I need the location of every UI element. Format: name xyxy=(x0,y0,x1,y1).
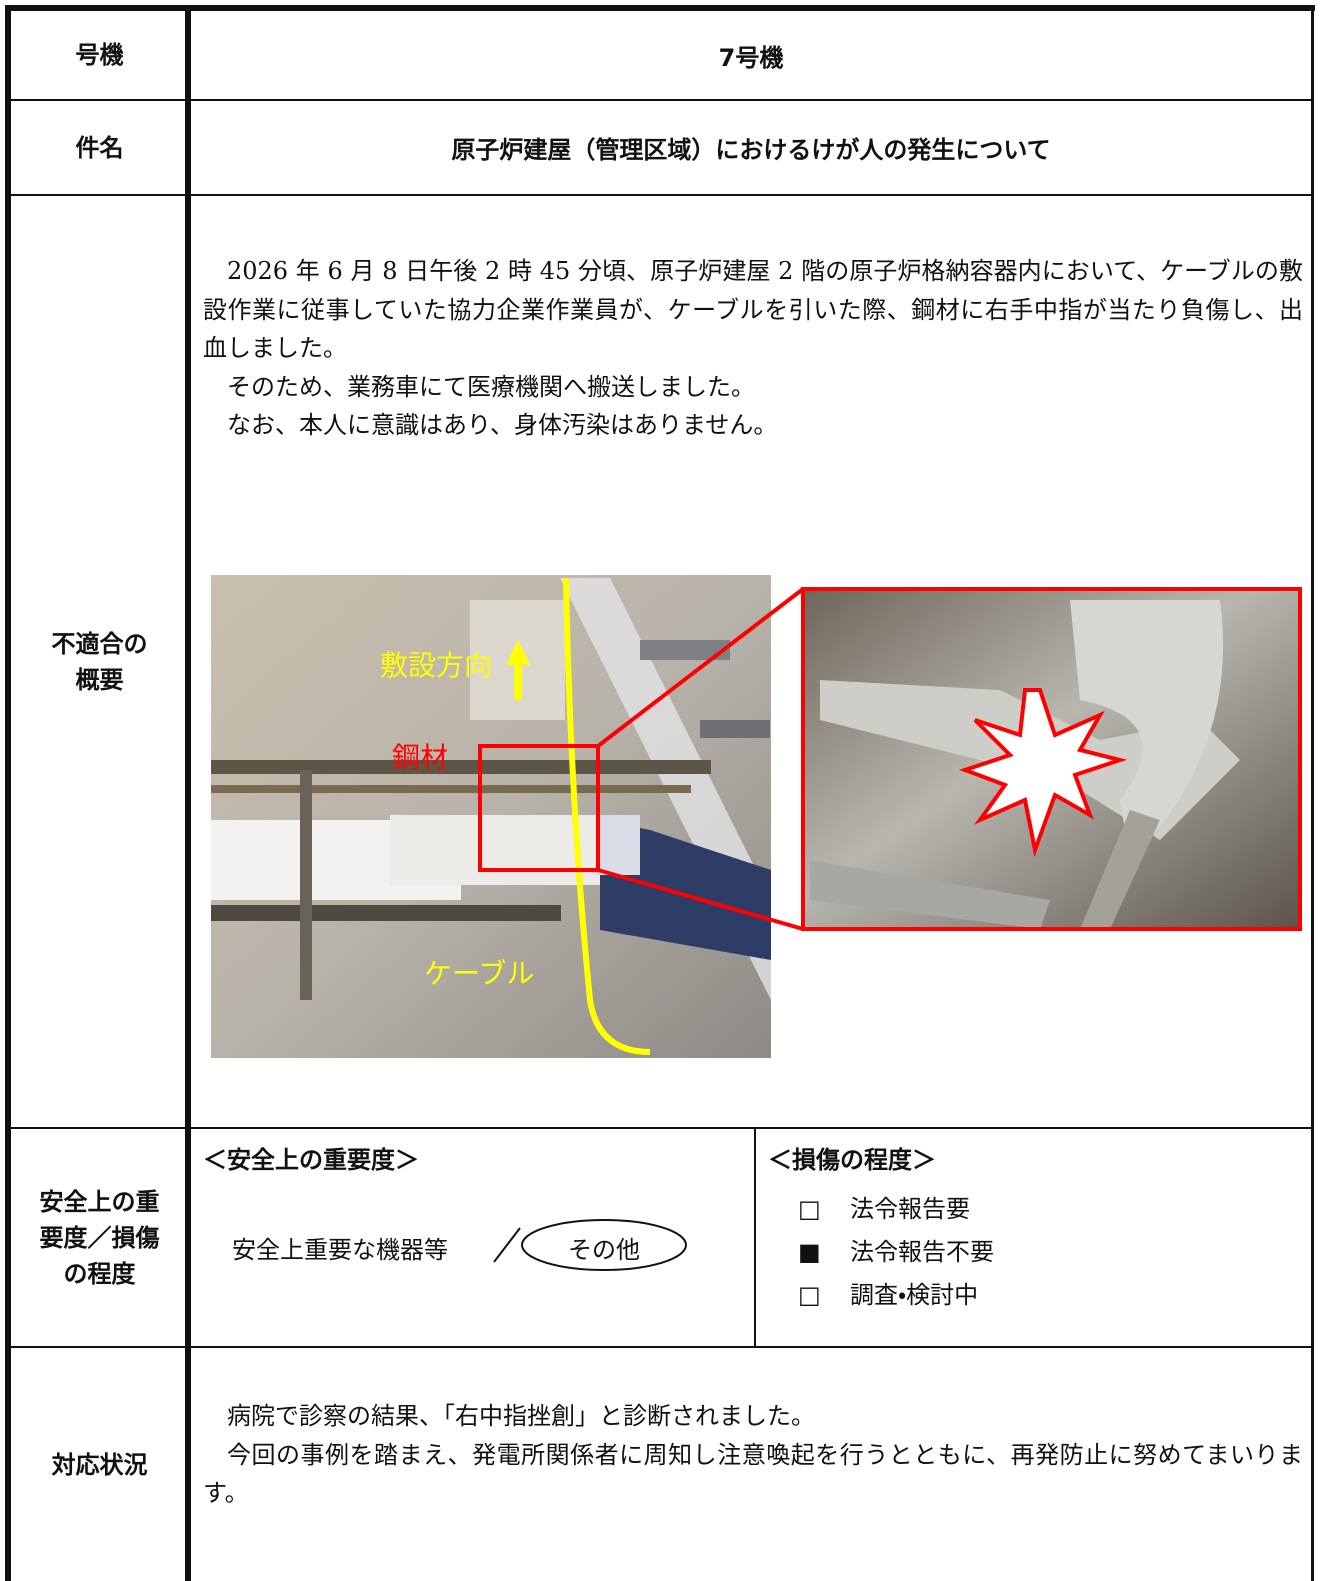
damage-item: □ 法令報告要 xyxy=(798,1188,994,1231)
label-text: 要度／損傷 xyxy=(39,1223,160,1252)
item-text: 法令報告要 xyxy=(850,1195,970,1223)
section-heading: ＜損傷の程度＞ xyxy=(768,1146,936,1174)
paragraph: なお、本人に意識はあり、身体汚染はありません。 xyxy=(227,411,778,439)
table-rules xyxy=(5,5,1315,1581)
subject-value: 原子炉建屋（管理区域）におけるけが人の発生について xyxy=(451,136,1051,164)
checkbox: □ xyxy=(798,1195,821,1223)
photo-annotation: 鋼材 xyxy=(392,741,449,774)
checkbox: □ xyxy=(798,1281,821,1309)
damage-list: □ 法令報告要 ■ 法令報告不要 □ 調査・検討中 xyxy=(798,1188,994,1317)
photo-annotation: ケーブル xyxy=(424,957,535,990)
paragraph: 今回の事例を踏まえ、発電所関係者に周知し注意喚起を行うとともに、再発防止に努めて… xyxy=(203,1440,1303,1508)
row-label: 不適合の 概要 xyxy=(11,196,188,1127)
option: 安全上重要な機器等 xyxy=(232,1236,448,1264)
label-text: 対応状況 xyxy=(51,1450,148,1479)
summary-text: 2026 年 6 月 8 日午後 2 時 45 分頃、原子炉建屋 2 階の原子炉… xyxy=(203,252,1303,445)
photo-annotation: 敷設方向 xyxy=(380,649,493,682)
row-label: 対応状況 xyxy=(11,1348,188,1581)
label-text: 不適合の xyxy=(51,629,148,658)
item-text: 法令報告不要 xyxy=(850,1238,994,1266)
label-text: 概要 xyxy=(75,665,124,694)
row-label: 安全上の重 要度／損傷 の程度 xyxy=(11,1129,188,1346)
row-label: 件名 xyxy=(11,101,188,194)
item-text: 調査・検討中 xyxy=(850,1281,979,1309)
option-selected: その他 xyxy=(568,1236,640,1264)
checkbox: ■ xyxy=(798,1238,821,1266)
paragraph: 2026 年 6 月 8 日午後 2 時 45 分頃、原子炉建屋 2 階の原子炉… xyxy=(203,257,1303,362)
row-label: 号機 xyxy=(11,11,188,99)
label-text: 安全上の重 xyxy=(39,1187,160,1216)
damage-item: ■ 法令報告不要 xyxy=(798,1231,994,1274)
response-text: 病院で診察の結果、「右中指挫創」と診断されました。 今回の事例を踏まえ、発電所関… xyxy=(203,1397,1303,1513)
closeup-photo xyxy=(801,587,1302,931)
selected-circle xyxy=(521,1219,687,1271)
paragraph: 病院で診察の結果、「右中指挫創」と診断されました。 xyxy=(227,1402,815,1430)
label-text: 件名 xyxy=(75,133,124,162)
label-text: 号機 xyxy=(75,41,124,69)
unit-value: 7号機 xyxy=(718,43,784,72)
strike-slash xyxy=(493,1227,521,1263)
site-photo xyxy=(211,575,805,1058)
paragraph: そのため、業務車にて医療機関へ搬送しました。 xyxy=(227,372,755,401)
label-text: の程度 xyxy=(63,1259,136,1288)
damage-item: □ 調査・検討中 xyxy=(798,1274,994,1317)
section-heading: ＜安全上の重要度＞ xyxy=(203,1146,419,1174)
